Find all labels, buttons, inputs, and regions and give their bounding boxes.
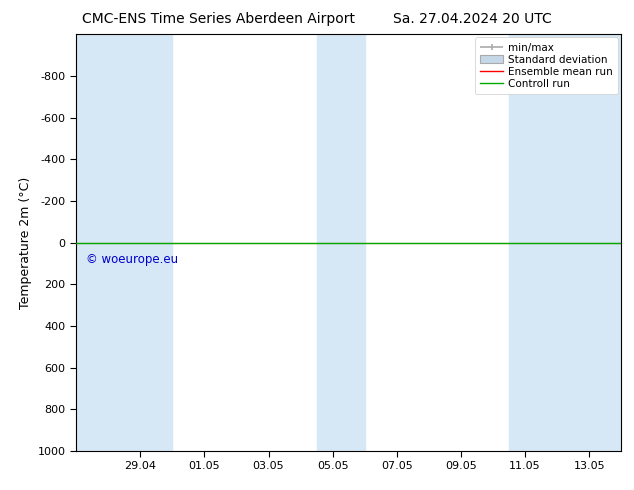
Text: © woeurope.eu: © woeurope.eu (86, 253, 178, 266)
Y-axis label: Temperature 2m (°C): Temperature 2m (°C) (19, 176, 32, 309)
Bar (316, 34, 365, 451)
Text: Sa. 27.04.2024 20 UTC: Sa. 27.04.2024 20 UTC (393, 12, 552, 26)
Legend: min/max, Standard deviation, Ensemble mean run, Controll run: min/max, Standard deviation, Ensemble me… (475, 37, 618, 94)
Bar (76, 34, 172, 451)
Text: CMC-ENS Time Series Aberdeen Airport: CMC-ENS Time Series Aberdeen Airport (82, 12, 356, 26)
Bar (509, 34, 621, 451)
